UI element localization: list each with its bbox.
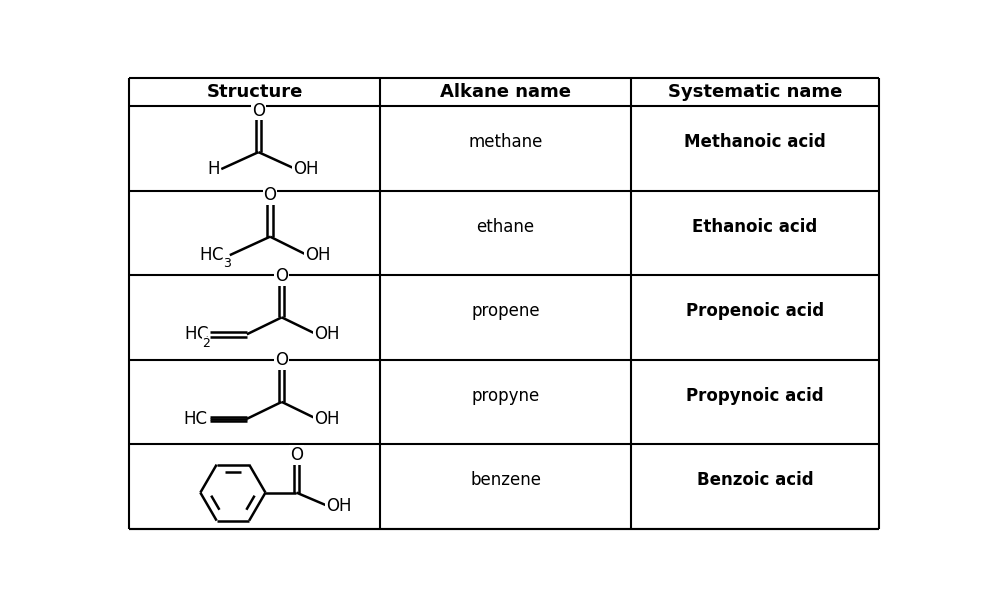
Text: OH: OH bbox=[293, 160, 318, 178]
Text: Propynoic acid: Propynoic acid bbox=[686, 387, 824, 404]
Text: H: H bbox=[185, 325, 198, 343]
Text: benzene: benzene bbox=[470, 471, 542, 489]
Text: OH: OH bbox=[326, 498, 352, 516]
Text: H: H bbox=[200, 246, 212, 264]
Text: O: O bbox=[252, 102, 265, 120]
Text: O: O bbox=[263, 186, 276, 204]
Text: OH: OH bbox=[314, 410, 339, 428]
Text: Benzoic acid: Benzoic acid bbox=[697, 471, 813, 489]
Text: 3: 3 bbox=[223, 257, 231, 270]
Text: OH: OH bbox=[305, 246, 330, 264]
Text: C: C bbox=[211, 246, 223, 264]
Text: Ethanoic acid: Ethanoic acid bbox=[692, 218, 818, 236]
Text: HC: HC bbox=[183, 410, 207, 428]
Text: O: O bbox=[290, 446, 303, 464]
Text: Methanoic acid: Methanoic acid bbox=[684, 133, 826, 151]
Text: methane: methane bbox=[469, 133, 543, 151]
Text: C: C bbox=[196, 325, 207, 343]
Text: Alkane name: Alkane name bbox=[440, 83, 571, 101]
Text: Structure: Structure bbox=[206, 83, 303, 101]
Text: Propenoic acid: Propenoic acid bbox=[686, 302, 824, 320]
Text: O: O bbox=[275, 352, 288, 370]
Text: 2: 2 bbox=[202, 337, 209, 350]
Text: propene: propene bbox=[472, 302, 540, 320]
Text: Systematic name: Systematic name bbox=[667, 83, 842, 101]
Text: O: O bbox=[275, 267, 288, 285]
Text: OH: OH bbox=[314, 325, 339, 343]
Text: H: H bbox=[207, 160, 220, 178]
Text: ethane: ethane bbox=[477, 218, 535, 236]
Text: propyne: propyne bbox=[472, 387, 540, 404]
